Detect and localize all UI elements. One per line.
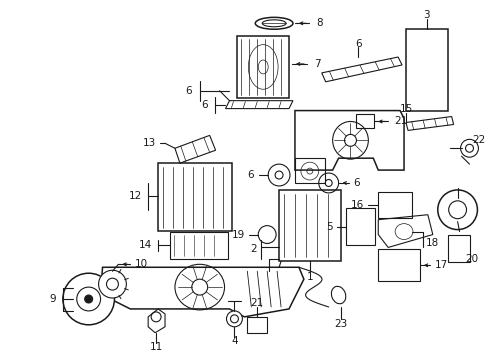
Ellipse shape (255, 17, 292, 29)
Text: 11: 11 (149, 342, 163, 352)
Bar (158, 163, 232, 231)
Ellipse shape (262, 20, 285, 27)
Text: 17: 17 (434, 260, 447, 270)
Bar (378, 192, 411, 218)
Bar (345, 208, 374, 246)
Text: 12: 12 (129, 191, 142, 201)
Text: 8: 8 (315, 18, 322, 28)
Text: 4: 4 (231, 336, 237, 346)
Text: 23: 23 (333, 319, 346, 329)
Text: 21: 21 (393, 117, 407, 126)
Circle shape (99, 270, 126, 298)
Text: 1: 1 (306, 272, 312, 282)
Text: 9: 9 (49, 294, 56, 304)
Bar (405, 29, 447, 111)
Bar (237, 36, 288, 98)
Text: 20: 20 (465, 255, 478, 264)
Text: 15: 15 (399, 104, 412, 114)
Text: 3: 3 (423, 10, 429, 21)
Text: 6: 6 (247, 170, 254, 180)
Circle shape (84, 295, 92, 303)
Circle shape (226, 311, 242, 327)
Text: 2: 2 (250, 244, 257, 255)
Text: 7: 7 (313, 59, 320, 69)
Bar (378, 249, 419, 281)
Text: 19: 19 (232, 230, 245, 239)
Bar (247, 317, 266, 333)
Text: 18: 18 (425, 238, 438, 248)
Bar (447, 235, 468, 262)
Text: 10: 10 (135, 259, 148, 269)
Text: 6: 6 (353, 178, 359, 188)
Text: 16: 16 (350, 200, 364, 210)
Text: 5: 5 (325, 222, 332, 231)
Text: 13: 13 (142, 138, 156, 148)
Text: 6: 6 (185, 86, 191, 96)
Bar (356, 113, 373, 129)
Bar (279, 190, 340, 261)
Text: 14: 14 (139, 240, 152, 251)
Text: 22: 22 (471, 135, 485, 145)
Bar (294, 158, 324, 183)
Text: 6: 6 (354, 39, 361, 49)
Text: 6: 6 (201, 100, 207, 110)
Circle shape (63, 273, 114, 325)
Bar (170, 231, 227, 259)
Text: 21: 21 (250, 298, 264, 308)
